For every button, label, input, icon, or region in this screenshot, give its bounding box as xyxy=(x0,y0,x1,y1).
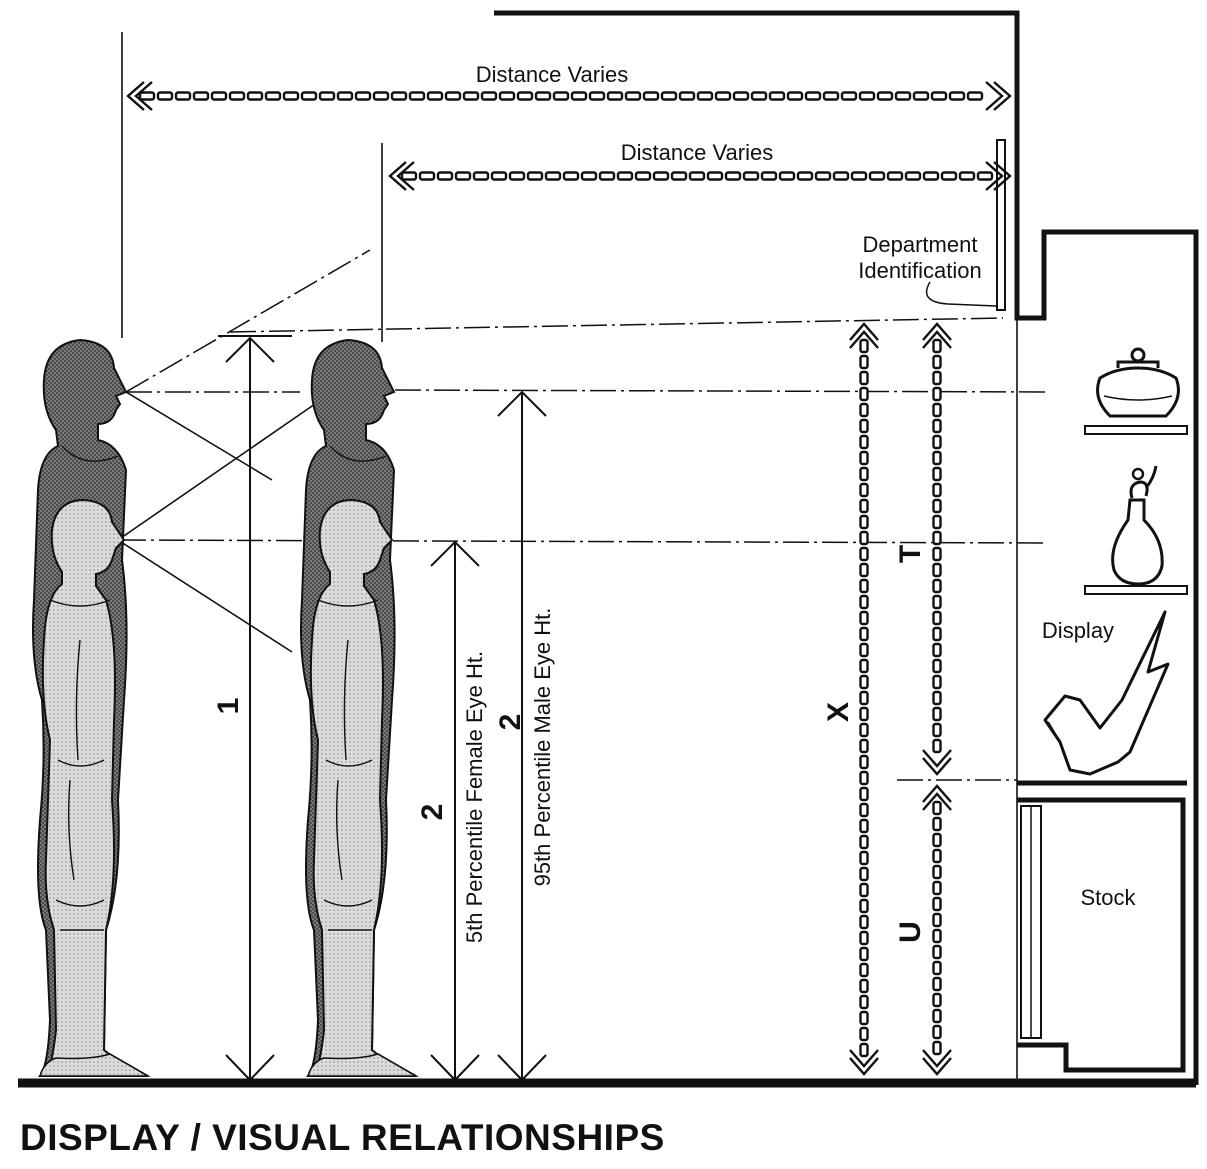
back-wall xyxy=(494,10,1199,1085)
male-eye-label: 95th Percentile Male Eye Ht. xyxy=(530,608,555,887)
distance-label-lower: Distance Varies xyxy=(621,140,773,165)
dimension-x-label: X xyxy=(822,702,855,722)
sculpture-icon xyxy=(1043,610,1170,776)
department-label-line1: Department xyxy=(863,232,978,257)
display-case xyxy=(1016,318,1188,1083)
dimension-u-label: U xyxy=(894,921,927,943)
stock-label: Stock xyxy=(1080,885,1136,910)
dimension-female-eye: 2 5th Percentile Female Eye Ht. xyxy=(416,540,487,1082)
dimension-male-eye: 2 95th Percentile Male Eye Ht. xyxy=(494,390,555,1082)
dimension-1-label: 1 xyxy=(212,698,245,715)
human-figure-right xyxy=(300,338,419,1077)
vase-icon xyxy=(1111,465,1164,586)
pot-icon xyxy=(1096,347,1180,418)
dimension-t-label: T xyxy=(894,545,927,563)
dimension-female-number: 2 xyxy=(416,804,449,821)
distance-label-upper: Distance Varies xyxy=(476,62,628,87)
department-sign xyxy=(996,139,1006,311)
dimension-male-number: 2 xyxy=(494,714,527,731)
dimension-t xyxy=(922,322,952,776)
dimension-x xyxy=(849,322,879,1076)
display-label: Display xyxy=(1042,618,1114,643)
shelf-upper xyxy=(1084,425,1188,435)
sight-lines xyxy=(117,249,371,653)
department-label-line2: Identification xyxy=(858,258,982,283)
female-eye-label: 5th Percentile Female Eye Ht. xyxy=(462,651,487,943)
dimension-1: 1 xyxy=(212,335,292,1082)
human-figure-left xyxy=(32,338,151,1077)
shelf-middle xyxy=(1084,585,1188,595)
stock-cabinet xyxy=(1017,797,1186,1073)
diagram-title: DISPLAY / VISUAL RELATIONSHIPS xyxy=(20,1117,665,1158)
distance-arrow-upper xyxy=(126,81,1012,111)
dimension-u xyxy=(922,784,952,1076)
distance-arrow-lower xyxy=(388,161,1012,191)
